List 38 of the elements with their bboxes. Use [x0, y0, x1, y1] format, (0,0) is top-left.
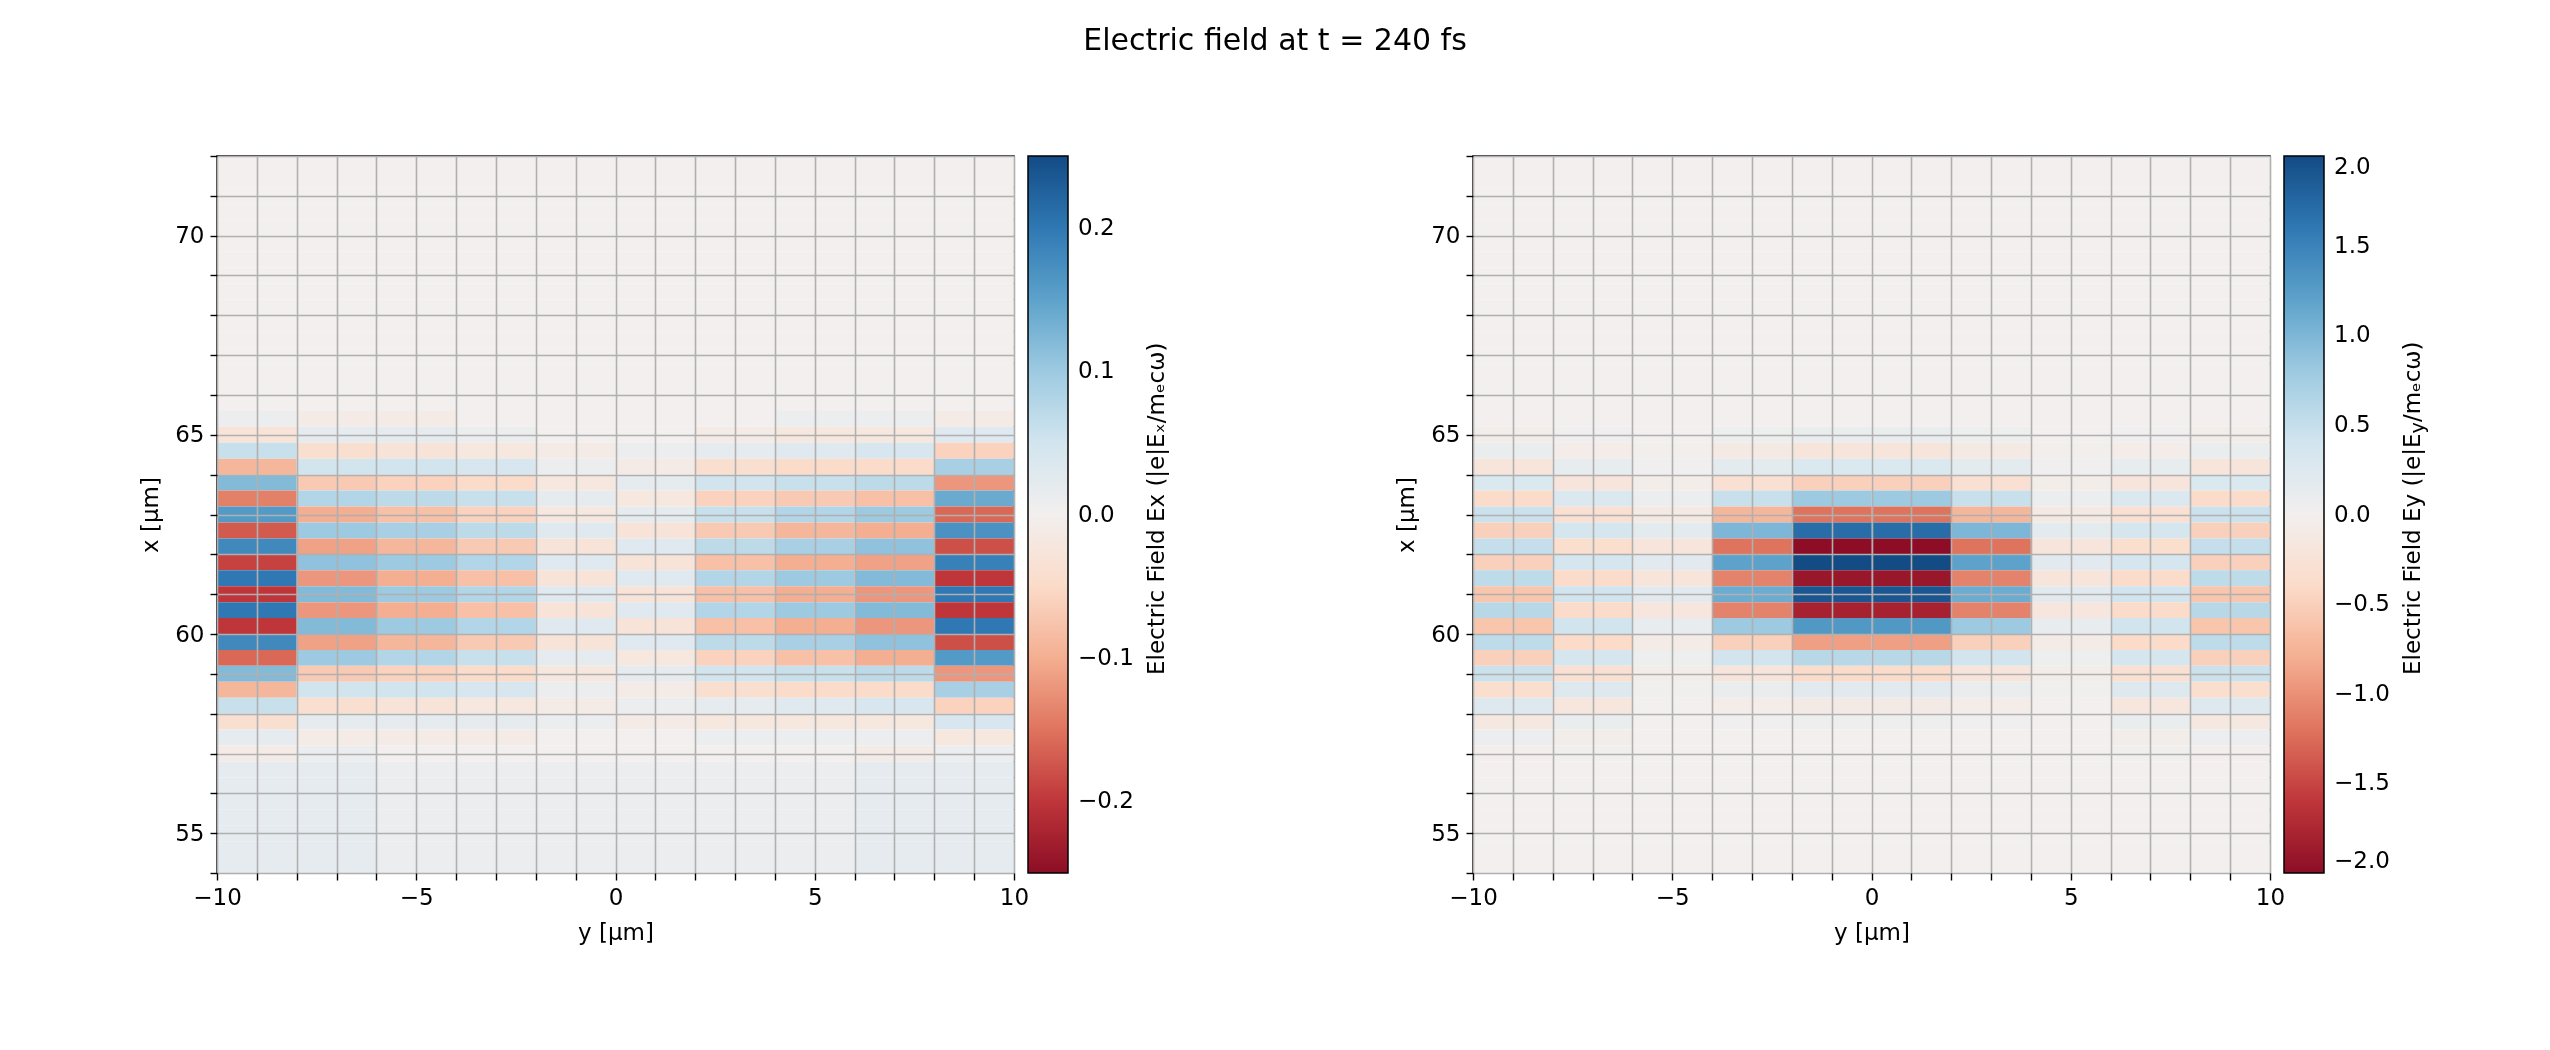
color-bar-label: −0.5	[2334, 590, 2390, 617]
x-tick-label: −5	[1655, 883, 1690, 910]
color-bar-label: 0.1	[1078, 357, 1115, 384]
y-tick-label: 70	[1431, 222, 1461, 249]
y-axis-title: x [µm]	[137, 477, 164, 553]
y-tick-label: 55	[1431, 819, 1461, 846]
y-tick-label: 55	[175, 819, 205, 846]
x-tick-label: 0	[608, 883, 624, 910]
color-bar-label: 0.5	[2334, 410, 2371, 437]
color-bar-label: −1.5	[2334, 769, 2390, 796]
color-bar-label: −2.0	[2334, 847, 2390, 873]
color-bar-label: 0.2	[1078, 213, 1115, 240]
x-tick-label: −5	[399, 883, 434, 910]
color-bar-label: 1.0	[2334, 321, 2371, 348]
x-tick-label: 0	[1864, 883, 1880, 910]
y-tick-label: 65	[175, 421, 205, 448]
y-axis-title: x [µm]	[1393, 477, 1420, 553]
y-tick-label: 70	[175, 222, 205, 249]
color-bar-label: 0.0	[1078, 500, 1115, 527]
x-tick-label: 5	[807, 883, 823, 910]
x-tick-label: 10	[999, 883, 1030, 910]
color-bar-label: −0.2	[1078, 787, 1134, 814]
y-tick-label: 60	[1431, 620, 1461, 647]
x-axis-title: y [µm]	[578, 918, 654, 945]
x-axis-title: y [µm]	[1834, 918, 1910, 945]
y-tick-label: 60	[175, 620, 205, 647]
color-bar-title: Electric Field Ex (|e|Eₓ/mₑcω)	[1143, 341, 1169, 677]
x-tick-label: −10	[1449, 883, 1498, 910]
color-bar-label: 1.5	[2334, 231, 2371, 258]
x-tick-label: −10	[193, 883, 242, 910]
y-tick-label: 65	[1431, 421, 1461, 448]
x-tick-label: 5	[2063, 883, 2079, 910]
color-bar-label: −0.1	[1078, 643, 1134, 670]
color-bar-label: −1.0	[2334, 679, 2390, 706]
color-bar-label: 2.0	[2334, 153, 2371, 179]
text: Electric field at t = 240 fs	[1083, 22, 1467, 57]
color-bar-label: 0.0	[2334, 500, 2371, 527]
x-tick-label: 10	[2255, 883, 2286, 910]
